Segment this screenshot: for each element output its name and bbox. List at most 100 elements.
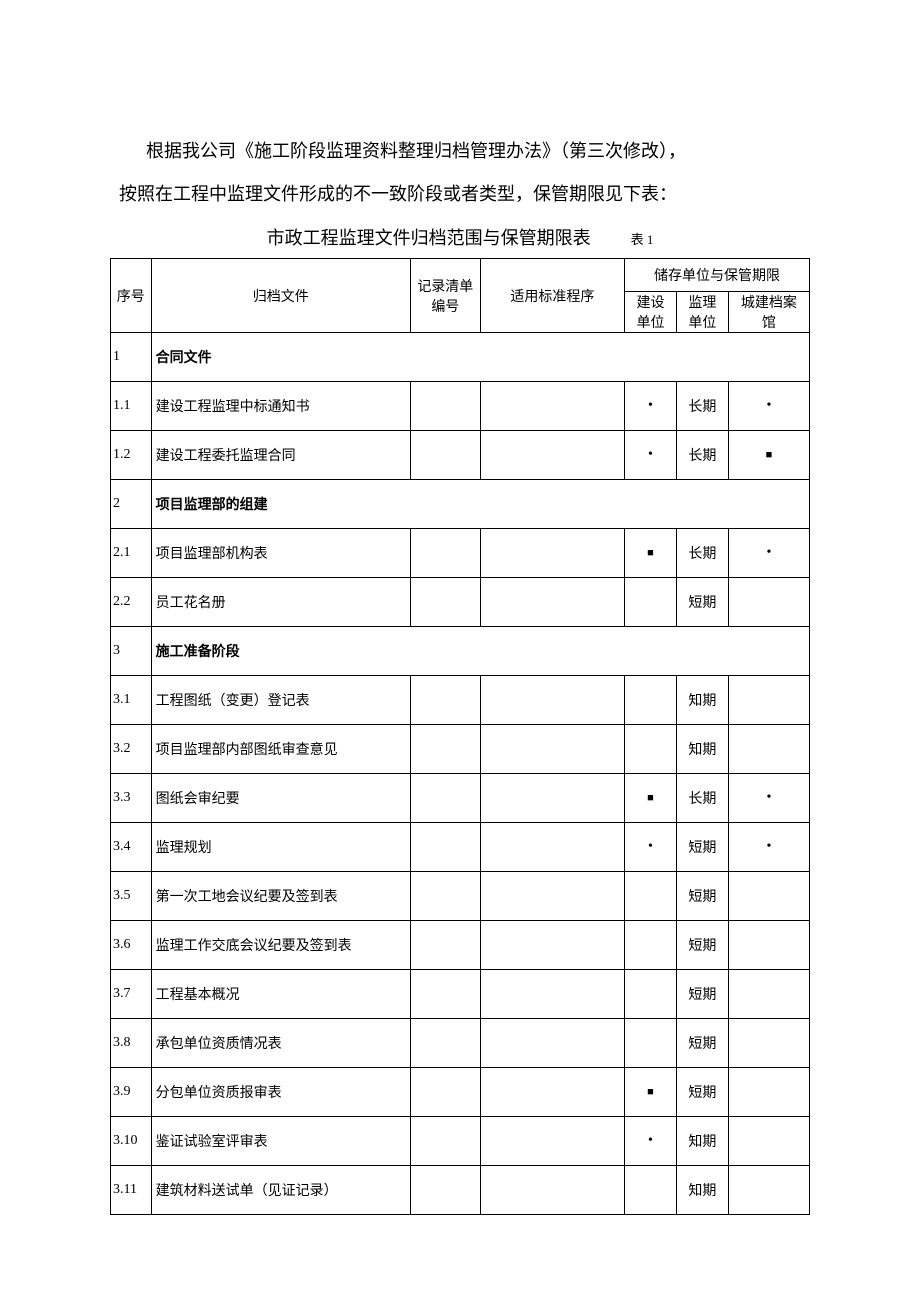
cell-unit-archive [728, 872, 809, 921]
cell-idx: 1.2 [111, 431, 152, 480]
cell-unit-super: 知期 [676, 676, 728, 725]
square-mark-icon [647, 1084, 654, 1099]
cell-idx: 2 [111, 480, 152, 529]
cell-unit-build [625, 872, 677, 921]
cell-record-no [410, 774, 480, 823]
table-row: 1合同文件 [111, 333, 810, 382]
cell-section-name: 合同文件 [151, 333, 809, 382]
cell-file-name: 建设工程监理中标通知书 [151, 382, 410, 431]
cell-file-name: 监理规划 [151, 823, 410, 872]
cell-unit-super: 长期 [676, 529, 728, 578]
table-row: 3.9分包单位资质报审表短期 [111, 1068, 810, 1117]
cell-unit-archive [728, 774, 809, 823]
cell-unit-archive [728, 676, 809, 725]
dot-mark-icon [648, 398, 653, 413]
th-file: 归档文件 [151, 259, 410, 333]
cell-record-no [410, 823, 480, 872]
cell-record-no [410, 578, 480, 627]
dot-mark-icon [648, 447, 653, 462]
cell-unit-super: 短期 [676, 970, 728, 1019]
table-title: 市政工程监理文件归档范围与保管期限表 [267, 224, 591, 250]
cell-idx: 2.1 [111, 529, 152, 578]
cell-idx: 3.10 [111, 1117, 152, 1166]
table-row: 2项目监理部的组建 [111, 480, 810, 529]
table-row: 3.5第一次工地会议纪要及签到表短期 [111, 872, 810, 921]
table-row: 3施工准备阶段 [111, 627, 810, 676]
cell-standard [480, 1019, 624, 1068]
cell-unit-build [625, 529, 677, 578]
cell-idx: 3.6 [111, 921, 152, 970]
cell-standard [480, 578, 624, 627]
cell-unit-build [625, 382, 677, 431]
th-unit-build-l1: 建设 [636, 296, 664, 311]
cell-record-no [410, 1019, 480, 1068]
cell-standard [480, 823, 624, 872]
th-unit-super-l2: 单位 [688, 316, 716, 331]
table-row: 2.1项目监理部机构表长期 [111, 529, 810, 578]
cell-unit-archive [728, 921, 809, 970]
cell-unit-super: 长期 [676, 431, 728, 480]
cell-section-name: 施工准备阶段 [151, 627, 809, 676]
cell-file-name: 图纸会审纪要 [151, 774, 410, 823]
cell-standard [480, 774, 624, 823]
cell-idx: 3.2 [111, 725, 152, 774]
cell-idx: 3.9 [111, 1068, 152, 1117]
cell-file-name: 工程图纸（变更）登记表 [151, 676, 410, 725]
cell-unit-build [625, 431, 677, 480]
intro-line-2: 按照在工程中监理文件形成的不一致阶段或者类型，保管期限见下表： [110, 173, 810, 216]
cell-idx: 3.4 [111, 823, 152, 872]
square-mark-icon [647, 545, 654, 560]
cell-unit-super: 知期 [676, 1117, 728, 1166]
cell-section-name: 项目监理部的组建 [151, 480, 809, 529]
cell-idx: 3.7 [111, 970, 152, 1019]
cell-unit-archive [728, 1068, 809, 1117]
cell-idx: 3 [111, 627, 152, 676]
title-row: 市政工程监理文件归档范围与保管期限表 表 1 [110, 224, 810, 250]
cell-unit-super: 知期 [676, 725, 728, 774]
cell-standard [480, 529, 624, 578]
cell-unit-super: 短期 [676, 921, 728, 970]
cell-standard [480, 431, 624, 480]
cell-unit-build [625, 676, 677, 725]
square-mark-icon [766, 447, 773, 462]
cell-record-no [410, 872, 480, 921]
cell-record-no [410, 921, 480, 970]
cell-unit-super: 长期 [676, 382, 728, 431]
cell-unit-build [625, 578, 677, 627]
table-row: 3.2项目监理部内部图纸审查意见知期 [111, 725, 810, 774]
table-row: 3.3图纸会审纪要 长期 [111, 774, 810, 823]
table-row: 3.6监理工作交底会议纪要及签到表短期 [111, 921, 810, 970]
cell-unit-archive [728, 578, 809, 627]
dot-mark-icon [648, 1133, 653, 1148]
cell-idx: 1.1 [111, 382, 152, 431]
cell-idx: 3.3 [111, 774, 152, 823]
cell-record-no [410, 1166, 480, 1215]
cell-record-no [410, 529, 480, 578]
cell-unit-super: 长期 [676, 774, 728, 823]
cell-file-name: 建筑材料送试单（见证记录） [151, 1166, 410, 1215]
cell-record-no [410, 431, 480, 480]
cell-file-name: 员工花名册 [151, 578, 410, 627]
dot-mark-icon [766, 790, 771, 805]
cell-record-no [410, 970, 480, 1019]
table-row: 1.1建设工程监理中标通知书 长期 [111, 382, 810, 431]
th-unit-build: 建设 单位 [625, 292, 677, 333]
dot-mark-icon [766, 839, 771, 854]
cell-standard [480, 382, 624, 431]
table-row: 1.2建设工程委托监理合同长期 [111, 431, 810, 480]
cell-unit-archive [728, 1117, 809, 1166]
table-row: 3.7工程基本概况短期 [111, 970, 810, 1019]
cell-standard [480, 725, 624, 774]
intro-line-1: 根据我公司《施工阶段监理资料整理归档管理办法》（第三次修改）， [110, 130, 810, 173]
cell-standard [480, 676, 624, 725]
cell-unit-build [625, 921, 677, 970]
cell-unit-super: 短期 [676, 1068, 728, 1117]
dot-mark-icon [766, 398, 771, 413]
table-label: 表 1 [631, 229, 654, 248]
table-row: 2.2员工花名册短期 [111, 578, 810, 627]
cell-unit-super: 知期 [676, 1166, 728, 1215]
table-row: 3.10鉴证试验室评审表知期 [111, 1117, 810, 1166]
cell-record-no [410, 1068, 480, 1117]
cell-file-name: 第一次工地会议纪要及签到表 [151, 872, 410, 921]
cell-unit-build [625, 970, 677, 1019]
